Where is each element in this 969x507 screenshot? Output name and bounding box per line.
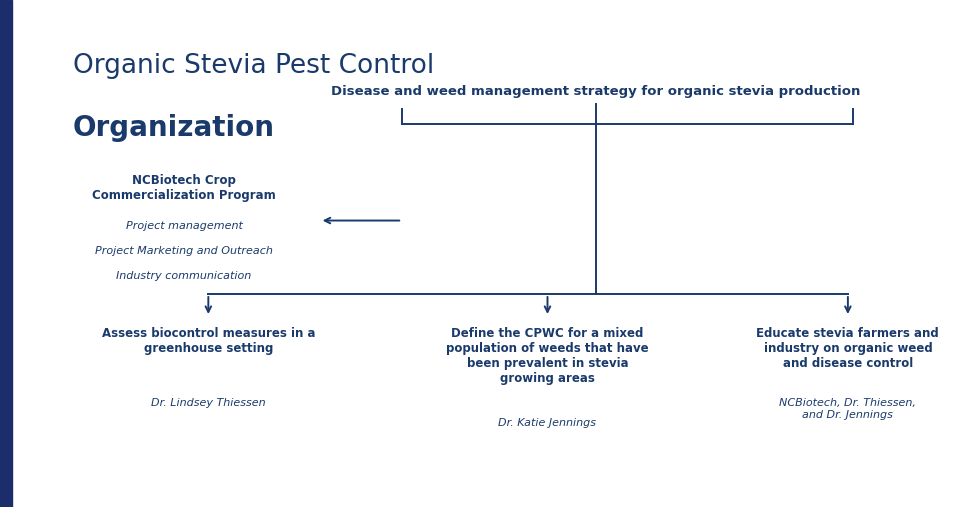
Text: Project management: Project management [126, 221, 242, 231]
Text: Dr. Katie Jennings: Dr. Katie Jennings [498, 418, 597, 428]
Text: Organization: Organization [73, 114, 274, 142]
Text: Define the CPWC for a mixed
population of weeds that have
been prevalent in stev: Define the CPWC for a mixed population o… [446, 327, 649, 385]
Text: Project Marketing and Outreach: Project Marketing and Outreach [95, 246, 273, 256]
Text: Disease and weed management strategy for organic stevia production: Disease and weed management strategy for… [331, 85, 860, 98]
Text: Dr. Lindsey Thiessen: Dr. Lindsey Thiessen [151, 398, 266, 408]
Text: Industry communication: Industry communication [116, 271, 252, 281]
Text: Educate stevia farmers and
industry on organic weed
and disease control: Educate stevia farmers and industry on o… [757, 327, 939, 370]
Text: Assess biocontrol measures in a
greenhouse setting: Assess biocontrol measures in a greenhou… [102, 327, 315, 355]
Text: NCBiotech Crop
Commercialization Program: NCBiotech Crop Commercialization Program [92, 173, 276, 202]
Text: NCBiotech, Dr. Thiessen,
and Dr. Jennings: NCBiotech, Dr. Thiessen, and Dr. Jenning… [779, 398, 917, 420]
Text: Organic Stevia Pest Control: Organic Stevia Pest Control [73, 53, 434, 79]
